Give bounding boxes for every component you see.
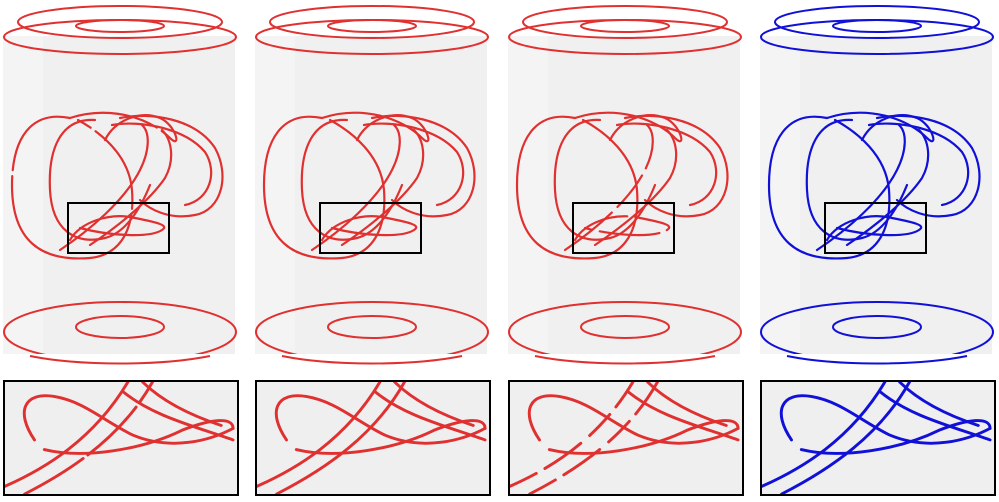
cylinder-diagram: [0, 5, 240, 372]
zoom-strand: [878, 390, 992, 442]
zoom-strand: [898, 382, 980, 427]
knot-strand: [845, 128, 930, 247]
zoom-strand: [141, 382, 223, 427]
zoom-inset-1: [3, 380, 239, 496]
knot-strand: [110, 122, 213, 207]
knot-strand: [805, 118, 909, 241]
knot-strand: [340, 128, 425, 247]
top-ring-1: [774, 5, 980, 39]
zoom-strand: [393, 382, 475, 427]
knot-strand: [320, 215, 418, 242]
bottom-ring-edge: [281, 355, 463, 365]
knot-strand: [58, 123, 149, 252]
zoom-strand: [528, 382, 659, 494]
knot-strand: [68, 215, 166, 242]
zoom-inset-4: [760, 380, 996, 496]
zoom-region-box: [319, 202, 422, 254]
zoom-strand: [527, 394, 740, 445]
zoom-strand: [626, 390, 740, 442]
cylinder-highlight: [3, 36, 43, 354]
top-ring-1: [17, 5, 223, 39]
knot-strand: [362, 122, 465, 207]
panel-2: [252, 0, 492, 372]
zoom-strand: [22, 394, 235, 445]
top-ring-3: [832, 19, 922, 33]
zoom-strand: [547, 419, 740, 455]
zoom-strand: [275, 382, 406, 494]
bottom-ring-2: [832, 315, 922, 339]
knot-strand: [310, 123, 401, 252]
bottom-ring-2: [580, 315, 670, 339]
top-ring-1: [522, 5, 728, 39]
knot-strand: [553, 118, 657, 241]
zoom-strand: [42, 419, 235, 455]
zoom-region-box: [572, 202, 675, 254]
knot-strand: [573, 111, 683, 143]
knot-strand: [515, 115, 639, 260]
knot-strand: [88, 128, 173, 247]
panel-1: [0, 0, 240, 372]
top-ring-3: [327, 19, 417, 33]
knot-strand: [320, 111, 430, 143]
zoom-diagram: [5, 382, 235, 494]
top-ring-3: [580, 19, 670, 33]
knot-strand: [573, 215, 671, 242]
zoom-inset-3: [508, 380, 744, 496]
zoom-inset-2: [255, 380, 491, 496]
knot-strand: [68, 111, 178, 143]
knot-strand: [10, 115, 134, 260]
knot-strand: [262, 115, 386, 260]
bottom-ring-edge: [29, 355, 211, 365]
zoom-region-box: [67, 202, 170, 254]
zoom-strand: [23, 382, 154, 494]
cylinder-diagram: [505, 5, 745, 372]
knot-strand: [563, 123, 654, 252]
zoom-diagram: [257, 382, 487, 494]
knot-strand: [825, 111, 935, 143]
knot-strand: [593, 128, 678, 247]
bottom-ring-edge: [786, 355, 968, 365]
cylinder-highlight: [255, 36, 295, 354]
cylinder-diagram: [757, 5, 997, 372]
zoom-strand: [646, 382, 728, 427]
cylinder-highlight: [508, 36, 548, 354]
knot-strand: [48, 118, 152, 241]
knot-strand: [767, 115, 891, 260]
knot-strand: [300, 118, 404, 241]
zoom-strand: [779, 394, 992, 445]
knot-strand: [815, 123, 906, 252]
top-ring-3: [75, 19, 165, 33]
bottom-ring-2: [75, 315, 165, 339]
zoom-strand: [121, 390, 235, 442]
knot-strand: [867, 122, 970, 207]
zoom-strand: [510, 382, 635, 488]
top-ring-1: [269, 5, 475, 39]
panel-3: [505, 0, 745, 372]
bottom-ring-2: [327, 315, 417, 339]
zoom-strand: [274, 394, 487, 445]
zoom-strand: [780, 382, 911, 494]
zoom-region-box: [824, 202, 927, 254]
zoom-strand: [294, 419, 487, 455]
bottom-ring-edge: [534, 355, 716, 365]
zoom-strand: [762, 382, 887, 488]
zoom-strand: [799, 419, 992, 455]
knot-strand: [615, 122, 718, 207]
zoom-diagram: [510, 382, 740, 494]
zoom-diagram: [762, 382, 992, 494]
panel-4: [757, 0, 997, 372]
knot-strand: [825, 215, 923, 242]
zoom-strand: [373, 390, 487, 442]
zoom-strand: [5, 382, 130, 488]
cylinder-highlight: [760, 36, 800, 354]
zoom-strand: [257, 382, 382, 488]
cylinder-diagram: [252, 5, 492, 372]
